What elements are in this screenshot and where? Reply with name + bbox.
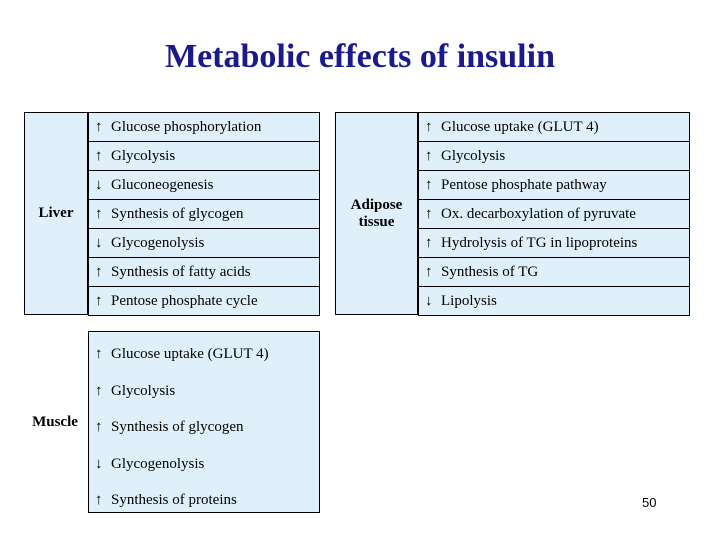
adipose-label-line2: tissue bbox=[358, 213, 395, 230]
adipose-effect-item: ↑ Synthesis of TG bbox=[418, 257, 690, 287]
liver-effect-item: ↑ Glycolysis bbox=[88, 141, 320, 171]
muscle-effect-text: Glycolysis bbox=[111, 382, 176, 399]
muscle-effect-item: ↑ Synthesis of proteins bbox=[95, 490, 237, 510]
arrow-icon: ↑ bbox=[95, 292, 103, 309]
adipose-label-line1: Adipose bbox=[350, 197, 403, 213]
muscle-effect-text: Synthesis of glycogen bbox=[111, 419, 244, 435]
arrow-icon: ↑ bbox=[425, 118, 433, 135]
slide-title: Metabolic effects of insulin bbox=[165, 38, 555, 75]
arrow-icon: ↑ bbox=[425, 234, 433, 251]
arrow-icon: ↓ bbox=[425, 292, 433, 309]
liver-effect-text: Glycogenolysis bbox=[111, 234, 205, 251]
liver-effect-text: Glycolysis bbox=[111, 147, 176, 164]
muscle-effect-text: Synthesis of proteins bbox=[111, 492, 237, 508]
liver-effect-item: ↑ Glucose phosphorylation bbox=[88, 112, 320, 142]
muscle-label-cell: Muscle bbox=[22, 331, 88, 513]
adipose-effect-text: Synthesis of TG bbox=[441, 263, 539, 280]
arrow-icon: ↑ bbox=[95, 382, 103, 399]
muscle-effect-item: ↑ Glucose uptake (GLUT 4) bbox=[95, 344, 269, 364]
liver-effect-item: ↓ Gluconeogenesis bbox=[88, 170, 320, 200]
adipose-effect-item: ↑ Pentose phosphate pathway bbox=[418, 170, 690, 200]
adipose-effect-item: ↑ Glycolysis bbox=[418, 141, 690, 171]
adipose-effect-item: ↑ Ox. decarboxylation of pyruvate bbox=[418, 199, 690, 229]
arrow-icon: ↑ bbox=[95, 118, 103, 135]
liver-effect-text: Glucose phosphorylation bbox=[111, 118, 262, 135]
adipose-effect-text: Glucose uptake (GLUT 4) bbox=[441, 118, 599, 135]
arrow-icon: ↑ bbox=[425, 147, 433, 164]
arrow-icon: ↓ bbox=[95, 176, 103, 193]
adipose-effect-text: Ox. decarboxylation of pyruvate bbox=[441, 205, 636, 222]
liver-effect-text: Synthesis of glycogen bbox=[111, 205, 244, 222]
muscle-label: Muscle bbox=[32, 413, 78, 430]
adipose-effect-item: ↑ Glucose uptake (GLUT 4) bbox=[418, 112, 690, 142]
arrow-icon: ↑ bbox=[95, 346, 103, 362]
arrow-icon: ↓ bbox=[95, 455, 103, 472]
adipose-effect-text: Glycolysis bbox=[441, 147, 506, 164]
adipose-effect-item: ↓ Lipolysis bbox=[418, 286, 690, 316]
arrow-icon: ↑ bbox=[95, 147, 103, 164]
muscle-effect-item: ↑ Synthesis of glycogen bbox=[95, 417, 244, 437]
adipose-effect-text: Pentose phosphate pathway bbox=[441, 176, 607, 193]
liver-effect-item: ↑ Synthesis of fatty acids bbox=[88, 257, 320, 287]
arrow-icon: ↑ bbox=[95, 205, 103, 222]
adipose-label-cell: Adipose tissue bbox=[335, 112, 418, 315]
liver-effect-text: Synthesis of fatty acids bbox=[111, 263, 251, 280]
adipose-effect-text: Lipolysis bbox=[441, 292, 497, 309]
arrow-icon: ↑ bbox=[95, 263, 103, 280]
muscle-effect-text: Glycogenolysis bbox=[111, 455, 205, 472]
liver-label-cell: Liver bbox=[24, 112, 88, 315]
adipose-effect-item: ↑ Hydrolysis of TG in lipoproteins bbox=[418, 228, 690, 258]
liver-effect-item: ↑ Pentose phosphate cycle bbox=[88, 286, 320, 316]
arrow-icon: ↑ bbox=[425, 263, 433, 280]
arrow-icon: ↑ bbox=[95, 419, 103, 435]
arrow-icon: ↑ bbox=[425, 176, 433, 193]
muscle-effect-item: ↑ Glycolysis bbox=[95, 381, 175, 401]
muscle-effect-item: ↓ Glycogenolysis bbox=[95, 454, 204, 474]
muscle-effects-box: ↑ Glucose uptake (GLUT 4) ↑ Glycolysis ↑ Synt… bbox=[88, 331, 320, 513]
arrow-icon: ↑ bbox=[95, 492, 103, 508]
liver-effect-item: ↓ Glycogenolysis bbox=[88, 228, 320, 258]
arrow-icon: ↑ bbox=[425, 205, 433, 222]
adipose-effect-text: Hydrolysis of TG in lipoproteins bbox=[441, 234, 638, 251]
page-number: 50 bbox=[642, 495, 657, 510]
liver-effect-text: Pentose phosphate cycle bbox=[111, 292, 258, 309]
liver-label: Liver bbox=[38, 205, 74, 222]
liver-effect-text: Gluconeogenesis bbox=[111, 176, 214, 193]
muscle-effect-text: Glucose uptake (GLUT 4) bbox=[111, 346, 269, 362]
arrow-icon: ↓ bbox=[95, 234, 103, 251]
liver-effect-item: ↑ Synthesis of glycogen bbox=[88, 199, 320, 229]
